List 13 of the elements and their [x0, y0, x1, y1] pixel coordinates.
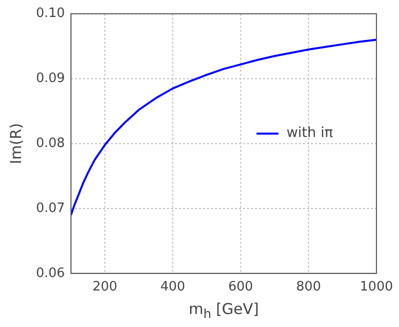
x-tick-label: 1000	[360, 280, 394, 295]
legend-label: with iπ	[286, 125, 334, 142]
x-tick-label: 200	[92, 280, 118, 295]
x-axis-title: m$_{h}$ [GeV]	[188, 300, 259, 323]
y-axis-title: Im(R)	[6, 123, 25, 164]
x-tick-label: 400	[160, 280, 186, 295]
y-tick-label: 0.06	[36, 266, 65, 281]
x-tick-label: 600	[228, 280, 254, 295]
y-tick-label: 0.08	[36, 136, 65, 151]
y-tick-label: 0.10	[36, 6, 65, 22]
y-tick-label: 0.09	[36, 71, 65, 86]
x-tick-label: 800	[296, 280, 321, 295]
y-tick-label: 0.07	[36, 200, 65, 216]
